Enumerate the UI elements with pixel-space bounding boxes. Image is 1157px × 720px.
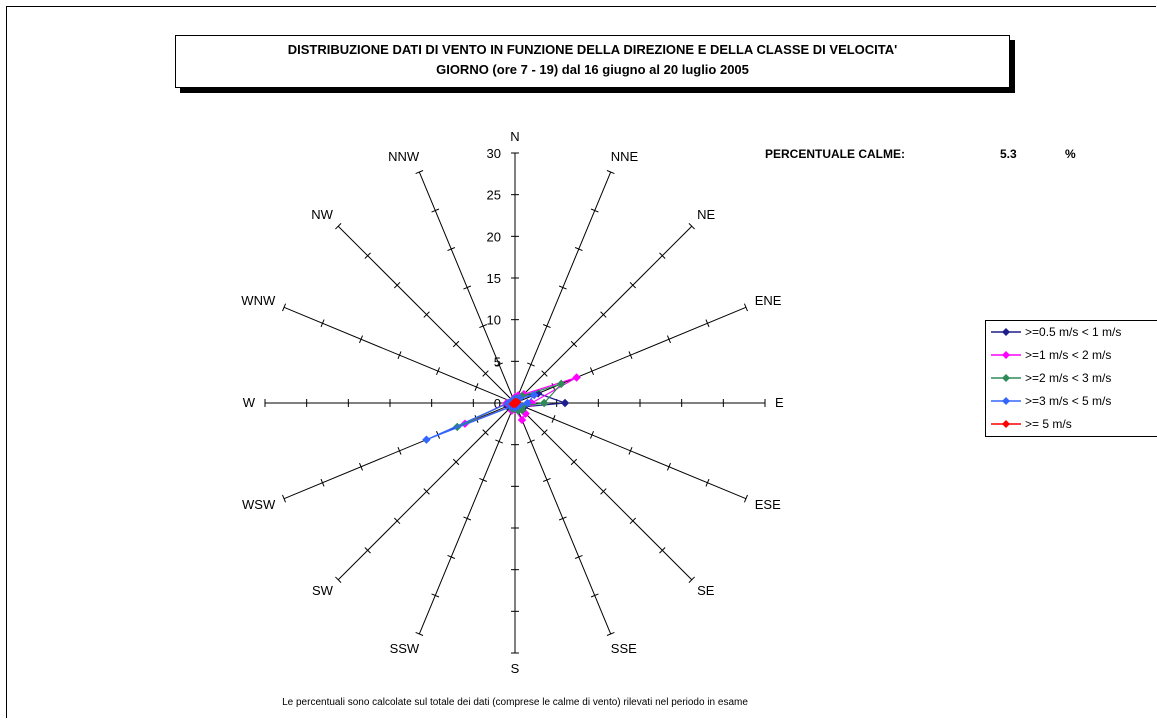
- direction-label-nw: NW: [311, 207, 333, 222]
- legend-label: >=0.5 m/s < 1 m/s: [1025, 325, 1121, 339]
- legend-item: >=0.5 m/s < 1 m/s: [986, 321, 1157, 344]
- legend-marker-icon: [991, 349, 1021, 361]
- direction-label-s: S: [511, 661, 520, 676]
- direction-label-nne: NNE: [611, 149, 639, 164]
- legend-item: >=1 m/s < 2 m/s: [986, 344, 1157, 367]
- legend-label: >=2 m/s < 3 m/s: [1025, 371, 1111, 385]
- data-point-1-ene: [573, 374, 580, 381]
- legend: >=0.5 m/s < 1 m/s >=1 m/s < 2 m/s >=2 m/s …: [985, 320, 1157, 437]
- radial-tick-label: 25: [487, 188, 501, 203]
- radial-tick-label: 20: [487, 229, 501, 244]
- direction-label-ssw: SSW: [390, 641, 420, 656]
- legend-marker-icon: [991, 395, 1021, 407]
- data-point-1-sse: [519, 416, 526, 423]
- legend-item: >=2 m/s < 3 m/s: [986, 367, 1157, 390]
- direction-label-nnw: NNW: [388, 149, 420, 164]
- legend-label: >=3 m/s < 5 m/s: [1025, 394, 1111, 408]
- data-point-3-wsw: [423, 436, 430, 443]
- legend-label: >=1 m/s < 2 m/s: [1025, 348, 1111, 362]
- radial-tick-label: 5: [494, 354, 501, 369]
- legend-item: >= 5 m/s: [986, 413, 1157, 436]
- radial-tick-label: 30: [487, 146, 501, 161]
- footnote: Le percentuali sono calcolate sul totale…: [0, 697, 1030, 708]
- radial-tick-label: 15: [487, 271, 501, 286]
- direction-label-sse: SSE: [611, 641, 637, 656]
- direction-label-wnw: WNW: [241, 293, 276, 308]
- direction-label-ese: ESE: [755, 497, 781, 512]
- legend-marker-icon: [991, 372, 1021, 384]
- radial-tick-label: 10: [487, 313, 501, 328]
- legend-marker-icon: [991, 326, 1021, 338]
- direction-label-wsw: WSW: [242, 497, 276, 512]
- legend-label: >= 5 m/s: [1025, 417, 1072, 431]
- direction-label-w: W: [243, 395, 256, 410]
- direction-label-se: SE: [697, 583, 715, 598]
- direction-label-ne: NE: [697, 207, 715, 222]
- direction-label-e: E: [775, 395, 784, 410]
- legend-item: >=3 m/s < 5 m/s: [986, 390, 1157, 413]
- data-point-0-e: [562, 400, 569, 407]
- direction-label-sw: SW: [312, 583, 334, 598]
- direction-label-ene: ENE: [755, 293, 782, 308]
- direction-label-n: N: [510, 129, 519, 144]
- legend-marker-icon: [991, 418, 1021, 430]
